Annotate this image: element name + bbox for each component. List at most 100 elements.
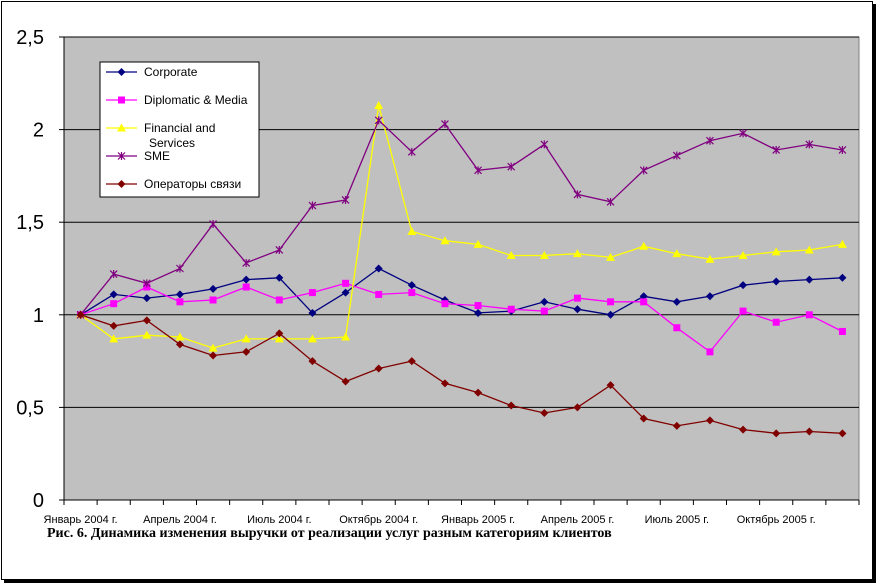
x-tick-label: Апрель 2005 г. bbox=[541, 514, 615, 526]
data-point bbox=[308, 357, 317, 366]
legend-item: SME bbox=[106, 149, 170, 163]
data-point bbox=[374, 101, 384, 110]
data-point bbox=[117, 68, 126, 76]
data-point bbox=[374, 264, 383, 273]
data-point bbox=[705, 254, 715, 263]
data-point bbox=[176, 298, 184, 306]
data-point bbox=[407, 357, 416, 366]
data-point bbox=[540, 140, 549, 149]
y-tick-label: 1 bbox=[33, 305, 44, 327]
data-point bbox=[142, 294, 151, 303]
data-point bbox=[109, 321, 118, 330]
data-point bbox=[142, 316, 151, 325]
x-tick-label: Октябрь 2004 г. bbox=[339, 514, 418, 526]
data-point bbox=[242, 283, 250, 291]
data-point bbox=[838, 273, 847, 282]
data-point bbox=[175, 340, 184, 349]
data-point bbox=[117, 152, 126, 160]
data-point bbox=[341, 195, 350, 204]
data-point bbox=[837, 239, 847, 248]
data-point bbox=[572, 249, 582, 258]
data-point bbox=[242, 258, 251, 267]
data-point bbox=[805, 427, 814, 436]
data-point bbox=[705, 292, 714, 301]
data-point bbox=[407, 281, 416, 290]
y-tick-label: 1,5 bbox=[16, 212, 44, 234]
data-point bbox=[408, 289, 416, 297]
data-point bbox=[109, 290, 118, 299]
data-point bbox=[639, 414, 648, 423]
data-point bbox=[739, 281, 748, 290]
legend-label: Financial and bbox=[144, 121, 215, 135]
series-3 bbox=[76, 101, 847, 352]
data-point bbox=[76, 310, 85, 319]
series-group bbox=[76, 101, 847, 438]
data-point bbox=[838, 327, 846, 335]
data-point bbox=[440, 379, 449, 388]
data-point bbox=[175, 332, 185, 341]
data-point bbox=[374, 116, 383, 125]
data-point bbox=[474, 388, 483, 397]
x-tick-label: Январь 2005 г. bbox=[441, 514, 515, 526]
data-point bbox=[474, 166, 482, 175]
data-point bbox=[639, 166, 648, 175]
gridlines bbox=[64, 36, 859, 408]
data-point bbox=[209, 296, 217, 304]
data-point bbox=[739, 307, 747, 315]
data-point bbox=[838, 145, 847, 154]
series-5 bbox=[76, 310, 847, 438]
data-point bbox=[209, 220, 217, 229]
data-point bbox=[606, 310, 615, 319]
data-point bbox=[275, 273, 284, 282]
data-point bbox=[772, 429, 781, 438]
data-point bbox=[804, 245, 814, 254]
data-point bbox=[507, 162, 516, 171]
data-point bbox=[639, 292, 648, 301]
legend-label: Corporate bbox=[144, 65, 198, 79]
data-point bbox=[474, 302, 482, 310]
data-point bbox=[407, 226, 417, 235]
data-point bbox=[117, 180, 126, 188]
data-point bbox=[639, 241, 649, 250]
data-point bbox=[308, 201, 317, 210]
x-tick-labels: Январь 2004 г. Апрель 2004 г. Июль 2004 г.… bbox=[44, 514, 816, 526]
data-point bbox=[672, 297, 681, 306]
legend: Corporate Diplomatic & Media Financial and… bbox=[99, 61, 260, 198]
data-point bbox=[407, 147, 416, 156]
axes bbox=[59, 36, 860, 505]
series-line bbox=[80, 119, 843, 316]
data-point bbox=[573, 403, 582, 412]
data-point bbox=[606, 197, 615, 206]
data-point bbox=[241, 334, 251, 343]
data-point bbox=[142, 330, 152, 339]
y-tick-label: 2 bbox=[33, 120, 44, 142]
data-point bbox=[805, 275, 814, 284]
data-point bbox=[109, 270, 118, 279]
data-point bbox=[117, 123, 126, 132]
legend-label: Diplomatic & Media bbox=[144, 93, 248, 107]
series-line bbox=[80, 105, 843, 349]
data-point bbox=[672, 151, 681, 160]
data-point bbox=[539, 251, 549, 260]
x-tick-label: Июль 2004 г. bbox=[247, 514, 311, 526]
data-point bbox=[805, 140, 814, 149]
y-tick-label: 0,5 bbox=[16, 397, 44, 419]
series-2 bbox=[77, 279, 846, 356]
data-point bbox=[342, 279, 350, 287]
data-point bbox=[738, 251, 748, 260]
data-point bbox=[308, 308, 317, 317]
data-point bbox=[805, 311, 813, 319]
data-point bbox=[606, 252, 616, 261]
data-point bbox=[375, 290, 383, 298]
series-4 bbox=[76, 116, 847, 319]
legend-box bbox=[99, 61, 260, 198]
legend-item: Diplomatic & Media bbox=[106, 93, 248, 107]
data-point bbox=[739, 129, 747, 138]
data-point bbox=[705, 416, 714, 425]
data-point bbox=[110, 300, 118, 308]
data-point bbox=[341, 332, 351, 341]
data-point bbox=[706, 136, 714, 145]
data-point bbox=[540, 297, 549, 306]
data-point bbox=[275, 296, 283, 304]
